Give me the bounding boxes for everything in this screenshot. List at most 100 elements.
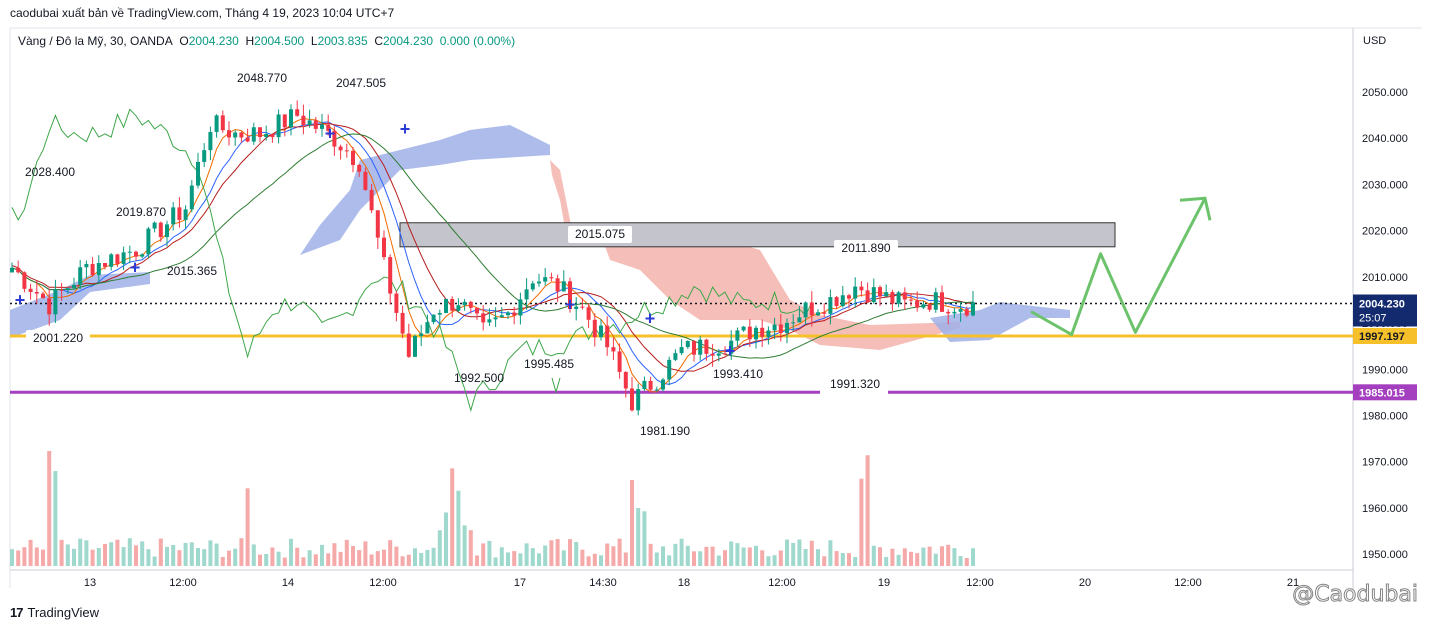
volume-bar bbox=[103, 543, 107, 566]
time-axis-tick-label: 12:00 bbox=[169, 577, 197, 589]
candle-body bbox=[549, 277, 554, 279]
candle-body bbox=[475, 307, 479, 314]
candle-body bbox=[289, 109, 293, 128]
candle bbox=[264, 125, 269, 141]
volume-bar bbox=[475, 555, 479, 566]
tv-logo-text: TradingView bbox=[27, 605, 100, 620]
candle-body bbox=[617, 351, 622, 372]
candle-body bbox=[599, 325, 603, 338]
candle-body bbox=[183, 209, 188, 220]
volume-bar bbox=[487, 540, 492, 566]
candle-body bbox=[853, 286, 858, 299]
candle-body bbox=[964, 309, 969, 316]
candle bbox=[574, 297, 579, 321]
candle bbox=[884, 284, 889, 297]
candle bbox=[72, 277, 76, 289]
candle-body bbox=[493, 317, 498, 320]
volume-bar bbox=[896, 554, 901, 566]
candle-body bbox=[375, 210, 380, 238]
annotation-label-bg bbox=[834, 240, 898, 257]
candle bbox=[413, 334, 417, 357]
candle bbox=[382, 230, 386, 260]
candle-body bbox=[530, 283, 535, 290]
ichimoku-cloud-bear bbox=[600, 232, 960, 350]
volume-bar bbox=[406, 554, 411, 566]
volume-bar bbox=[332, 543, 337, 566]
candle bbox=[251, 122, 256, 145]
candle-body bbox=[127, 251, 132, 253]
volume-bar bbox=[692, 551, 696, 566]
annotation-label: 2048.770 bbox=[237, 71, 287, 85]
symbol-legend: Vàng / Đô la Mỹ, 30, OANDA O2004.230 H20… bbox=[18, 34, 515, 48]
candle-body bbox=[933, 292, 938, 310]
volume-bar bbox=[53, 471, 58, 566]
volume-bar bbox=[568, 539, 572, 566]
candle-body bbox=[251, 127, 256, 142]
candle-body bbox=[704, 339, 709, 354]
candle-body bbox=[245, 137, 250, 142]
candle bbox=[258, 127, 262, 143]
candle-body bbox=[406, 333, 411, 357]
candle-body bbox=[152, 222, 157, 229]
volume-bar bbox=[419, 552, 424, 566]
candle-body bbox=[282, 114, 287, 128]
candle bbox=[778, 314, 783, 342]
volume-bar bbox=[72, 548, 76, 566]
candle-body bbox=[78, 267, 83, 285]
tradingview-logo[interactable]: 17 TradingView bbox=[10, 605, 99, 620]
volume-bar bbox=[723, 550, 727, 566]
candle bbox=[524, 278, 529, 310]
volume-bar bbox=[220, 556, 225, 566]
price-axis-tick-label: 1990.000 bbox=[1362, 364, 1408, 376]
candle bbox=[940, 285, 944, 312]
candle-body bbox=[419, 333, 424, 337]
candle-body bbox=[661, 379, 665, 390]
candle bbox=[561, 270, 566, 292]
candle bbox=[896, 290, 901, 308]
volume-bar bbox=[915, 553, 920, 566]
candle-body bbox=[778, 324, 783, 334]
candle bbox=[667, 356, 672, 386]
volume-bar bbox=[394, 546, 399, 566]
candle-body bbox=[698, 339, 703, 355]
price-axis-tick-label: 1980.000 bbox=[1362, 410, 1408, 422]
candle-body bbox=[586, 307, 591, 320]
volume-bar bbox=[933, 553, 938, 566]
candle bbox=[909, 293, 913, 307]
candle bbox=[555, 274, 560, 303]
candle bbox=[431, 314, 436, 325]
candle-body bbox=[220, 115, 225, 131]
candle bbox=[468, 300, 473, 314]
candle bbox=[871, 278, 876, 304]
volume-bar bbox=[10, 549, 14, 566]
volume-bar bbox=[146, 549, 151, 566]
volume-bar bbox=[214, 543, 219, 566]
candle-body bbox=[940, 292, 944, 312]
candle-body bbox=[915, 300, 920, 308]
candle-body bbox=[326, 124, 331, 131]
volume-bar bbox=[791, 542, 796, 566]
candle-body bbox=[72, 284, 76, 289]
candle-body bbox=[766, 330, 771, 337]
candle bbox=[437, 309, 442, 327]
candle bbox=[946, 309, 951, 325]
candle-body bbox=[320, 124, 324, 129]
volume-bar bbox=[196, 547, 200, 566]
candle-body bbox=[958, 309, 963, 312]
volume-bar bbox=[388, 540, 393, 566]
high-value: 2004.500 bbox=[254, 34, 305, 48]
volume-bar bbox=[425, 549, 430, 566]
candle-body bbox=[518, 299, 523, 316]
candle-body bbox=[400, 312, 405, 334]
annotation-label: 2015.365 bbox=[167, 264, 217, 278]
candle bbox=[171, 202, 176, 231]
annotation-label: 2001.220 bbox=[33, 331, 83, 345]
publish-info: caodubai xuất bản về TradingView.com, Th… bbox=[10, 6, 395, 20]
annotation-label: 1991.320 bbox=[830, 377, 880, 391]
candle-body bbox=[884, 292, 889, 297]
time-axis-tick-label: 19 bbox=[878, 577, 890, 589]
volume-bar bbox=[816, 549, 820, 566]
time-axis-tick-label: 13 bbox=[84, 577, 96, 589]
candle-body bbox=[233, 132, 238, 138]
